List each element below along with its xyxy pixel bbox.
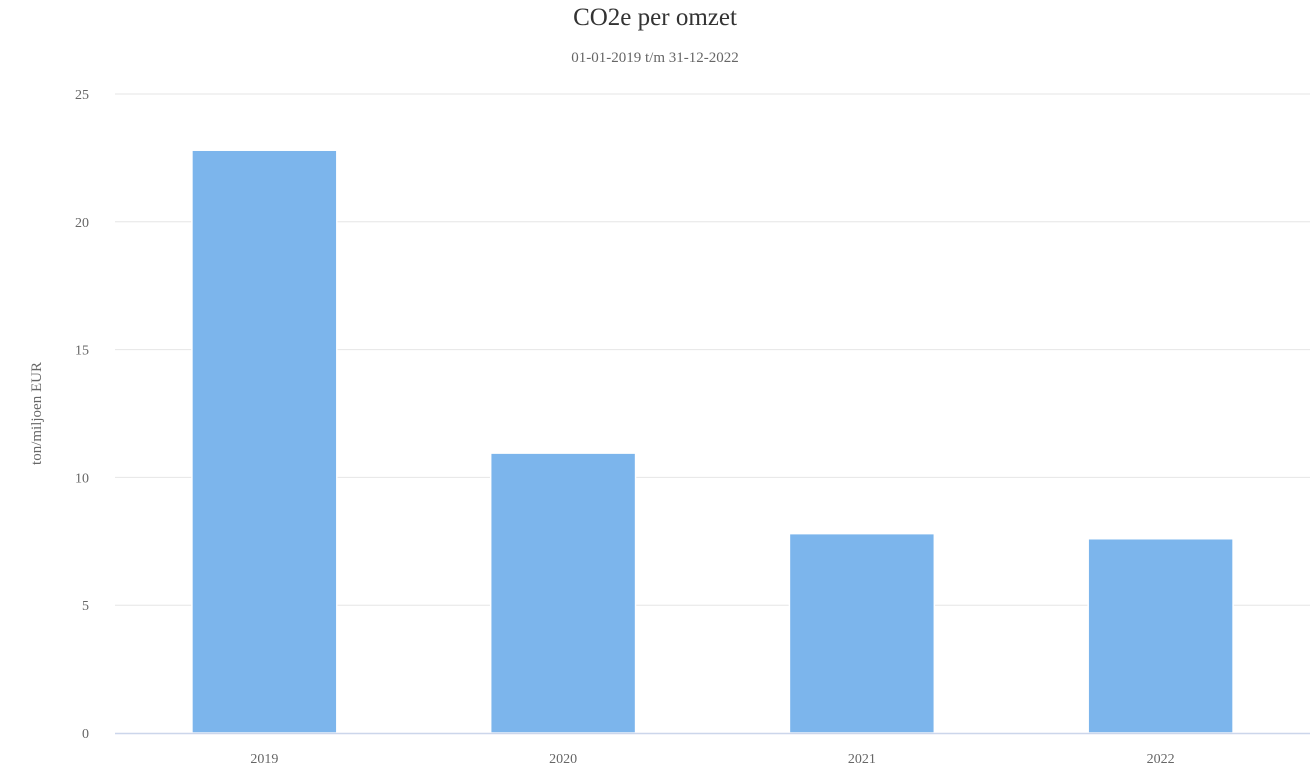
- y-tick-label: 25: [75, 88, 89, 103]
- chart-title: CO2e per omzet: [573, 4, 737, 31]
- chart-subtitle: 01-01-2019 t/m 31-12-2022: [571, 50, 739, 66]
- bars: [191, 149, 1234, 734]
- x-tick-label: 2020: [549, 752, 577, 765]
- y-tick-label: 10: [75, 471, 89, 486]
- bar-2021[interactable]: [788, 532, 936, 734]
- bar-2019[interactable]: [191, 149, 338, 734]
- y-tick-label: 20: [75, 216, 89, 231]
- y-tick-label: 15: [75, 344, 89, 359]
- y-tick-label: 0: [82, 727, 89, 742]
- x-tick-label: 2019: [250, 752, 278, 765]
- x-axis-ticks: 2019 2020 2021 2022: [250, 752, 1174, 765]
- y-axis-ticks: 0 5 10 15 20 25: [75, 88, 89, 742]
- y-axis-label: ton/miljoen EUR: [29, 362, 45, 465]
- x-tick-label: 2021: [848, 752, 876, 765]
- y-tick-label: 5: [82, 599, 89, 614]
- bar-2020[interactable]: [489, 452, 637, 734]
- bar-2022[interactable]: [1087, 537, 1234, 734]
- x-tick-label: 2022: [1147, 752, 1175, 765]
